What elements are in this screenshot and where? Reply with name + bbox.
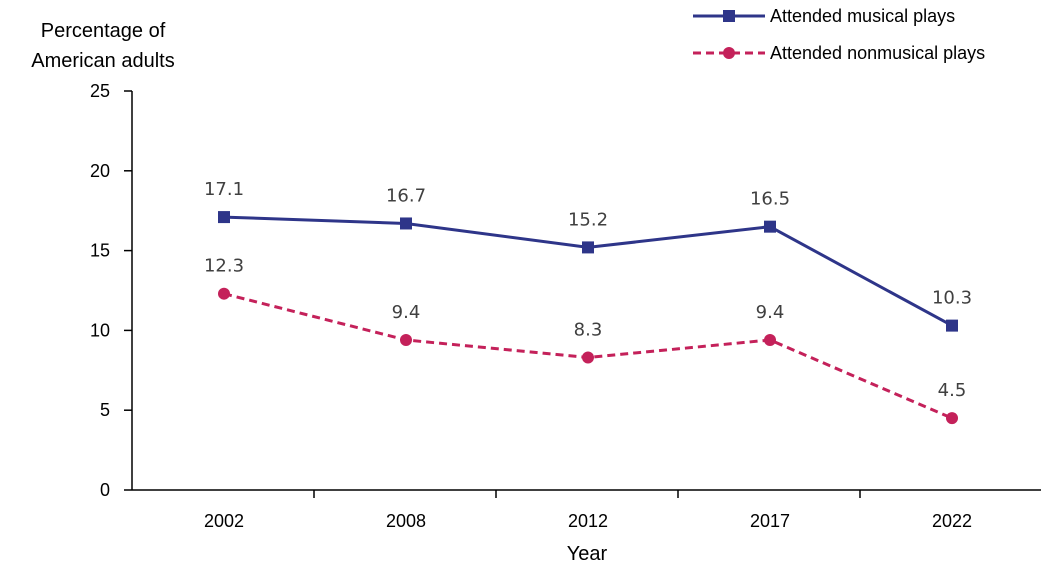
legend: Attended musical plays Attended nonmusic…: [693, 6, 985, 63]
legend-marker-square-icon: [723, 10, 735, 22]
plot-area: 17.1 16.7 15.2 16.5 10.3 12.3 9.4 8.3 9.4 4.5: [204, 179, 972, 425]
data-point-square: [764, 220, 776, 233]
data-label: 12.3: [204, 256, 244, 277]
y-tick-label: 10: [90, 320, 110, 340]
series-line: [223, 215, 953, 327]
y-axis-title-line-2: American adults: [31, 50, 174, 72]
y-tick-label: 25: [90, 81, 110, 101]
data-point-circle: [218, 287, 230, 300]
x-tick-label: 2022: [932, 511, 972, 531]
data-point-square: [218, 211, 230, 224]
y-tick-label: 0: [100, 480, 110, 500]
x-tick-label: 2002: [204, 511, 244, 531]
legend-item-nonmusical: Attended nonmusical plays: [693, 43, 985, 63]
data-point-circle: [946, 412, 958, 425]
x-tick-label: 2012: [568, 511, 608, 531]
data-label: 15.2: [568, 209, 608, 230]
data-label: 9.4: [392, 302, 421, 323]
legend-label-musical: Attended musical plays: [770, 6, 955, 26]
data-point-square: [946, 319, 958, 332]
data-label: 4.5: [938, 380, 967, 401]
data-label: 8.3: [574, 320, 603, 341]
legend-item-musical: Attended musical plays: [693, 6, 955, 26]
legend-label-nonmusical: Attended nonmusical plays: [770, 43, 985, 63]
data-point-square: [400, 217, 412, 230]
x-tick-label: 2017: [750, 511, 790, 531]
x-tick-label: 2008: [386, 511, 426, 531]
y-tick-label: 15: [90, 241, 110, 261]
data-label: 16.7: [386, 185, 426, 206]
data-label: 16.5: [750, 189, 790, 210]
y-tick-label: 5: [100, 400, 110, 420]
x-axis-title: Year: [567, 543, 608, 565]
data-point-square: [582, 241, 594, 254]
y-axis-title-line-1: Percentage of: [41, 20, 166, 42]
y-tick-label: 20: [90, 161, 110, 181]
data-label: 17.1: [204, 179, 244, 200]
data-label: 9.4: [756, 302, 785, 323]
data-point-circle: [764, 333, 776, 346]
series-nonmusical: 12.3 9.4 8.3 9.4 4.5: [204, 256, 967, 425]
series-musical: 17.1 16.7 15.2 16.5 10.3: [204, 179, 972, 332]
legend-marker-circle-icon: [723, 47, 735, 59]
y-axis-ticks: 0 5 10 15 20 25: [90, 81, 132, 500]
data-point-circle: [582, 351, 594, 364]
data-label: 10.3: [932, 288, 972, 309]
data-point-circle: [400, 333, 412, 346]
x-axis-ticks: 2002 2008 2012 2017 2022: [204, 490, 972, 531]
